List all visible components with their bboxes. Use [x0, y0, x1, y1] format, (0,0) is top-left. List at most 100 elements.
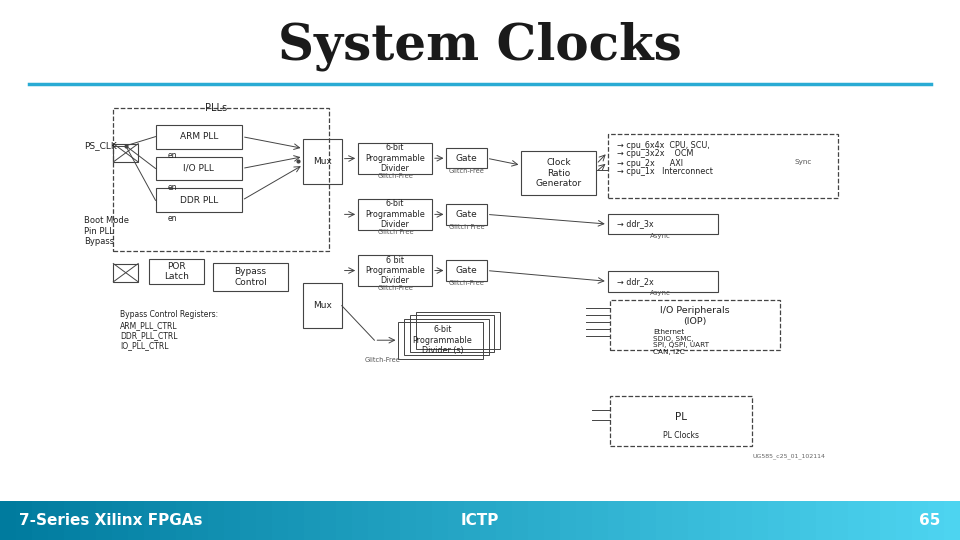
Bar	[96, 501, 114, 540]
Bar	[128, 501, 146, 540]
Bar	[720, 501, 738, 540]
Text: → cpu_2x      AXI: → cpu_2x AXI	[617, 159, 684, 167]
Text: Glitch-Free: Glitch-Free	[448, 280, 485, 286]
Text: Async: Async	[650, 290, 671, 296]
Bar	[480, 501, 498, 540]
Text: POR
Latch: POR Latch	[164, 262, 189, 281]
Bar	[800, 501, 818, 540]
Text: PL: PL	[675, 412, 686, 422]
Bar	[404, 319, 489, 355]
Text: PLLs: PLLs	[204, 103, 228, 113]
Text: SDIO, SMC,: SDIO, SMC,	[653, 335, 693, 342]
Bar	[156, 157, 242, 180]
Bar	[320, 501, 338, 540]
Text: 6 bit
Programmable
Divider: 6 bit Programmable Divider	[365, 255, 425, 286]
Text: Boot Mode
Pin PLL
Bypass: Boot Mode Pin PLL Bypass	[84, 216, 130, 246]
Bar	[113, 264, 138, 282]
Bar	[704, 501, 722, 540]
Text: Gate: Gate	[456, 210, 477, 219]
Bar	[32, 501, 50, 540]
Bar	[432, 501, 450, 540]
Bar	[272, 501, 290, 540]
Bar	[16, 501, 34, 540]
Bar	[656, 501, 674, 540]
Bar	[368, 501, 386, 540]
Bar	[358, 199, 432, 230]
Bar	[944, 501, 960, 540]
Bar	[512, 501, 530, 540]
Bar	[113, 144, 138, 162]
Bar	[213, 263, 288, 291]
Bar	[896, 501, 914, 540]
Bar	[224, 501, 242, 540]
Bar	[864, 501, 882, 540]
Text: Glitch Free: Glitch Free	[448, 224, 485, 230]
Bar	[688, 501, 706, 540]
Bar	[608, 214, 718, 234]
Bar	[303, 139, 342, 184]
Bar	[240, 501, 258, 540]
Bar	[384, 501, 402, 540]
Bar	[156, 188, 242, 212]
Text: → ddr_2x: → ddr_2x	[617, 277, 654, 286]
Text: UG585_c25_01_102114: UG585_c25_01_102114	[753, 454, 826, 459]
Text: Gate: Gate	[456, 154, 477, 163]
Bar	[160, 501, 178, 540]
Bar	[576, 501, 594, 540]
Bar	[156, 125, 242, 148]
Bar	[784, 501, 802, 540]
Bar	[448, 501, 466, 540]
Bar	[446, 148, 487, 168]
Bar	[912, 501, 930, 540]
Bar	[446, 260, 487, 281]
Bar	[768, 501, 786, 540]
Text: → cpu_1x   Interconnect: → cpu_1x Interconnect	[617, 167, 713, 176]
Bar	[528, 501, 546, 540]
Bar	[752, 501, 770, 540]
Text: 7-Series Xilinx FPGAs: 7-Series Xilinx FPGAs	[19, 513, 203, 528]
Text: Glitch-Free: Glitch-Free	[377, 173, 414, 179]
Text: Sync: Sync	[795, 159, 812, 165]
Bar	[398, 322, 483, 359]
Text: 6-bit
Programmable
Divider: 6-bit Programmable Divider	[365, 199, 425, 230]
Text: ICTP: ICTP	[461, 513, 499, 528]
Text: Mux: Mux	[313, 301, 332, 310]
Bar	[736, 501, 754, 540]
Text: → cpu_3x2x    OCM: → cpu_3x2x OCM	[617, 150, 694, 158]
Text: PL Clocks: PL Clocks	[662, 431, 699, 440]
Bar	[610, 300, 780, 350]
Text: CAN, I2C: CAN, I2C	[653, 348, 684, 355]
Bar	[416, 501, 434, 540]
Bar	[113, 108, 329, 251]
Bar	[149, 259, 204, 284]
Bar	[496, 501, 514, 540]
Bar	[544, 501, 562, 540]
Text: Clock
Ratio
Generator: Clock Ratio Generator	[536, 158, 582, 188]
Bar	[560, 501, 578, 540]
Text: System Clocks: System Clocks	[278, 21, 682, 71]
Bar	[592, 501, 610, 540]
Bar	[192, 501, 210, 540]
Bar	[358, 143, 432, 174]
Bar	[256, 501, 274, 540]
Bar	[112, 501, 130, 540]
Bar	[608, 271, 718, 292]
Text: 6-bit
Programmable
Divider (s): 6-bit Programmable Divider (s)	[413, 325, 472, 355]
Bar	[608, 501, 626, 540]
Bar	[464, 501, 482, 540]
Bar	[832, 501, 850, 540]
Bar	[848, 501, 866, 540]
Text: en: en	[168, 183, 178, 192]
Text: Glitch Free: Glitch Free	[377, 229, 414, 235]
Text: Gate: Gate	[456, 266, 477, 275]
Bar	[64, 501, 82, 540]
Bar	[880, 501, 898, 540]
Text: Bypass Control Registers:
ARM_PLL_CTRL
DDR_PLL_CTRL
IO_PLL_CTRL: Bypass Control Registers: ARM_PLL_CTRL D…	[120, 310, 218, 350]
Bar	[416, 312, 500, 349]
Bar	[816, 501, 834, 540]
Bar	[352, 501, 370, 540]
Bar	[521, 151, 596, 195]
Text: Ethernet: Ethernet	[653, 329, 684, 335]
Text: SPI, QSPI, UART: SPI, QSPI, UART	[653, 342, 708, 348]
Bar	[80, 501, 98, 540]
